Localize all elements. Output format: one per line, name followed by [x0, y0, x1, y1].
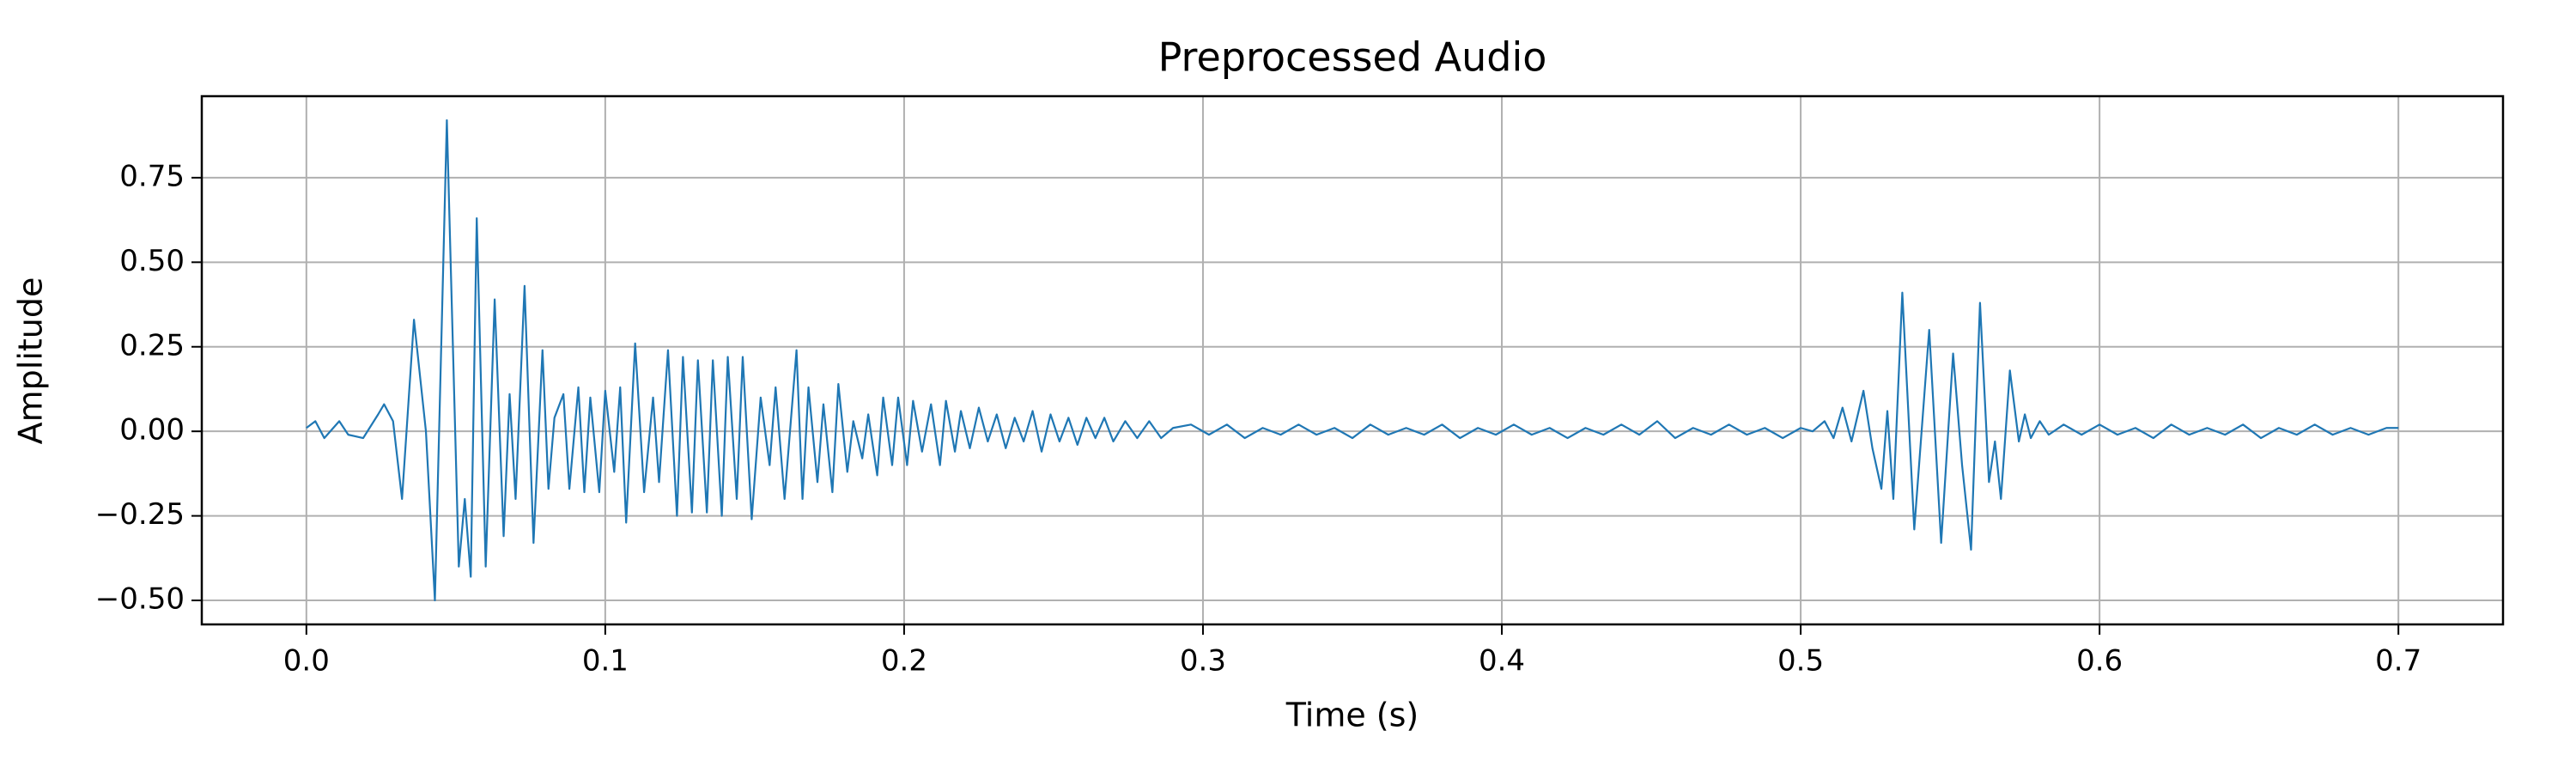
x-tick-label: 0.7: [2375, 644, 2421, 679]
x-axis-label: Time (s): [1285, 697, 1419, 734]
y-tick-label: −0.50: [95, 582, 185, 617]
x-tick-label: 0.0: [283, 644, 330, 679]
y-axis-label: Amplitude: [12, 277, 50, 445]
x-tick-label: 0.4: [1479, 644, 1525, 679]
y-tick-label: 0.50: [119, 244, 185, 278]
x-tick-label: 0.6: [2076, 644, 2123, 679]
x-tick-label: 0.1: [582, 644, 629, 679]
y-tick-label: −0.25: [95, 497, 185, 532]
y-tick-label: 0.75: [119, 159, 185, 193]
y-tick-label: 0.25: [119, 328, 185, 362]
chart-title: Preprocessed Audio: [1158, 34, 1547, 81]
x-tick-label: 0.2: [881, 644, 927, 679]
x-tick-label: 0.5: [1777, 644, 1824, 679]
waveform-line: [306, 119, 2399, 602]
axes-frame: [200, 94, 2505, 626]
y-tick-label: 0.00: [119, 413, 185, 447]
x-tick-label: 0.3: [1180, 644, 1226, 679]
